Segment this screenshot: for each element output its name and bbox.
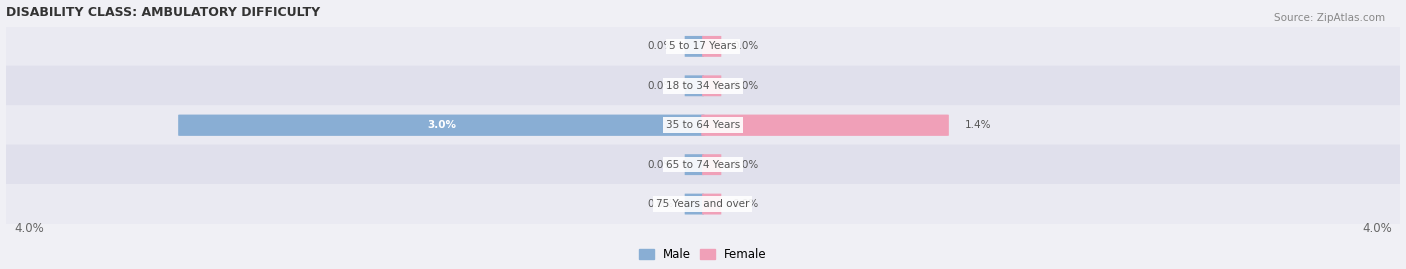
FancyBboxPatch shape (685, 75, 704, 96)
Text: 35 to 64 Years: 35 to 64 Years (666, 120, 740, 130)
Text: 3.0%: 3.0% (427, 120, 456, 130)
FancyBboxPatch shape (4, 26, 1402, 66)
Text: 4.0%: 4.0% (14, 222, 44, 235)
FancyBboxPatch shape (702, 75, 721, 96)
Legend: Male, Female: Male, Female (640, 248, 766, 261)
FancyBboxPatch shape (685, 154, 704, 175)
FancyBboxPatch shape (702, 154, 721, 175)
FancyBboxPatch shape (4, 144, 1402, 185)
Text: 0.0%: 0.0% (733, 160, 759, 170)
FancyBboxPatch shape (179, 115, 704, 136)
Text: 0.0%: 0.0% (647, 199, 673, 209)
Text: 5 to 17 Years: 5 to 17 Years (669, 41, 737, 51)
Text: 75 Years and over: 75 Years and over (657, 199, 749, 209)
FancyBboxPatch shape (685, 36, 704, 57)
Text: 18 to 34 Years: 18 to 34 Years (666, 81, 740, 91)
Text: 0.0%: 0.0% (647, 41, 673, 51)
Text: 0.0%: 0.0% (733, 199, 759, 209)
Text: 0.0%: 0.0% (733, 41, 759, 51)
Text: Source: ZipAtlas.com: Source: ZipAtlas.com (1274, 13, 1385, 23)
FancyBboxPatch shape (4, 66, 1402, 106)
Text: 65 to 74 Years: 65 to 74 Years (666, 160, 740, 170)
FancyBboxPatch shape (685, 194, 704, 214)
FancyBboxPatch shape (4, 105, 1402, 145)
FancyBboxPatch shape (702, 115, 949, 136)
Text: 1.4%: 1.4% (965, 120, 991, 130)
FancyBboxPatch shape (702, 36, 721, 57)
FancyBboxPatch shape (4, 184, 1402, 224)
Text: 4.0%: 4.0% (1362, 222, 1392, 235)
FancyBboxPatch shape (702, 194, 721, 214)
Text: 0.0%: 0.0% (733, 81, 759, 91)
Text: 0.0%: 0.0% (647, 160, 673, 170)
Text: DISABILITY CLASS: AMBULATORY DIFFICULTY: DISABILITY CLASS: AMBULATORY DIFFICULTY (6, 6, 319, 19)
Text: 0.0%: 0.0% (647, 81, 673, 91)
